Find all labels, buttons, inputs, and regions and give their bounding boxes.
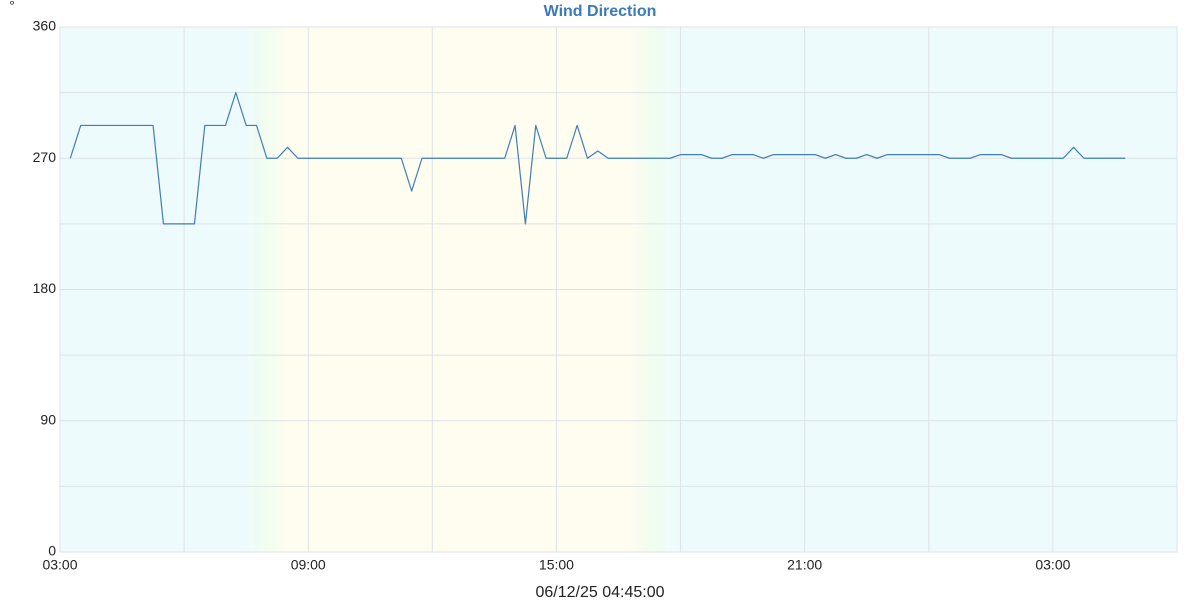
data-line	[69, 92, 1126, 225]
x-tick-label: 21:00	[787, 557, 822, 573]
y-tick-label: 0	[48, 543, 56, 559]
x-tick-label: 15:00	[539, 557, 574, 573]
y-tick-label: 90	[40, 411, 56, 427]
y-axis-unit: °	[9, 0, 15, 14]
y-tick-label: 270	[33, 149, 57, 165]
chart-title: Wind Direction	[544, 3, 657, 20]
x-tick-label: 03:00	[1035, 557, 1070, 573]
x-tick-label: 09:00	[291, 557, 326, 573]
x-tick-label: 03:00	[42, 557, 77, 573]
y-tick-label: 180	[33, 280, 57, 296]
y-tick-label: 360	[33, 18, 57, 34]
timestamp: 06/12/25 04:45:00	[535, 584, 664, 600]
